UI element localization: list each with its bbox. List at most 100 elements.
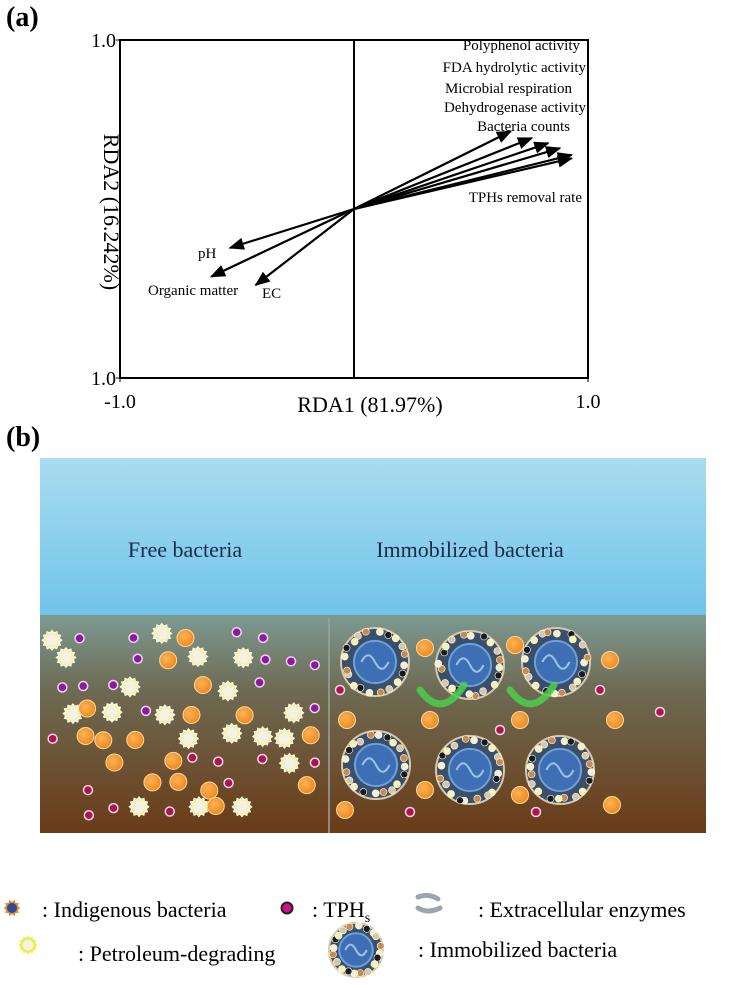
free-particle — [159, 651, 178, 670]
carrier-pattern — [541, 654, 571, 670]
petroleum-degrading-core — [193, 801, 205, 813]
bead — [493, 647, 502, 655]
bead — [362, 627, 370, 636]
bead — [400, 650, 409, 658]
legend: : Indigenous bacteria : TPHs : Extracell… — [3, 892, 686, 978]
bead — [376, 628, 384, 636]
free-particle — [169, 772, 188, 791]
tph — [108, 802, 119, 814]
carrier-pattern — [455, 657, 485, 673]
free-particle — [182, 705, 201, 724]
legend-label: : TPH — [312, 897, 365, 922]
bead — [344, 967, 353, 976]
bead — [461, 735, 470, 743]
bead — [333, 957, 341, 966]
bead — [484, 791, 492, 800]
bead — [573, 677, 582, 686]
bead — [521, 655, 529, 663]
vector-label: FDA hydrolytic activity — [443, 60, 587, 76]
legend-label: : TPHs — [312, 897, 370, 926]
petroleum-degrading-core — [60, 652, 72, 664]
bead — [568, 683, 577, 692]
legend-label: : Indigenous bacteria — [42, 897, 227, 922]
panel-label: (a) — [6, 2, 39, 33]
bead — [345, 922, 354, 931]
bead — [371, 789, 380, 798]
bead — [372, 932, 380, 941]
bead — [456, 796, 464, 805]
tph — [213, 756, 224, 767]
petroleum-degrading-core — [159, 709, 171, 721]
tph — [285, 656, 297, 667]
tph — [404, 806, 416, 818]
bead — [578, 787, 587, 796]
free-particle — [297, 776, 316, 795]
bead — [400, 770, 409, 779]
bead — [356, 684, 365, 692]
bead — [400, 661, 408, 670]
bead — [488, 744, 496, 753]
bead — [479, 687, 487, 695]
bead — [495, 758, 504, 766]
free-particle — [511, 711, 529, 729]
tph — [309, 702, 320, 714]
legend-label: : Immobilized bacteria — [418, 937, 617, 962]
tph — [309, 659, 321, 671]
tph — [83, 810, 95, 821]
bead — [355, 921, 363, 930]
bead — [400, 762, 409, 771]
bead — [438, 751, 447, 760]
bead — [343, 666, 351, 675]
petroleum-degrading-core — [182, 733, 194, 745]
bead — [373, 953, 382, 962]
bead — [441, 679, 449, 687]
tph — [530, 806, 542, 818]
vector-label: pH — [198, 246, 217, 262]
bead — [437, 761, 446, 770]
bead — [339, 926, 347, 935]
tph — [494, 724, 506, 736]
bead — [534, 745, 543, 753]
tph — [82, 784, 94, 796]
bead — [496, 656, 504, 664]
bead — [471, 692, 480, 700]
carrier-pattern — [545, 762, 575, 778]
petroleum-degrading-core — [236, 801, 248, 813]
vector-arrow — [353, 141, 550, 211]
x-tick-label: 1.0 — [576, 391, 601, 413]
bead — [530, 636, 539, 644]
legend-icon — [415, 892, 443, 914]
free-particle — [506, 636, 524, 654]
bead — [436, 774, 445, 783]
bead — [486, 638, 495, 647]
vector-arrow — [353, 130, 513, 210]
bead — [342, 768, 351, 776]
free-particle — [338, 711, 356, 729]
bead — [548, 736, 556, 745]
bead — [365, 689, 374, 697]
bead — [398, 669, 407, 678]
bead — [396, 744, 404, 752]
bead — [526, 762, 535, 771]
legend-subscript: s — [365, 911, 370, 926]
tph — [140, 705, 152, 717]
tph — [594, 684, 606, 696]
bead — [465, 690, 474, 698]
bead — [442, 642, 450, 651]
free-particle — [336, 801, 354, 819]
diagram: Free bacteria Immobilized bacteria — [40, 458, 706, 833]
y-tick-label: 1.0 — [91, 30, 116, 52]
petroleum-degrading-core — [46, 634, 58, 646]
bead — [540, 740, 549, 749]
tph — [260, 654, 271, 665]
bead — [398, 642, 407, 651]
tph — [223, 777, 234, 789]
tph — [231, 626, 242, 638]
tph — [47, 733, 58, 744]
bead — [583, 653, 592, 662]
vector-arrow — [209, 208, 355, 278]
petroleum-degrading-core — [226, 727, 238, 739]
petroleum-degrading-core — [283, 757, 295, 769]
vector-label: Organic matter — [148, 283, 238, 299]
